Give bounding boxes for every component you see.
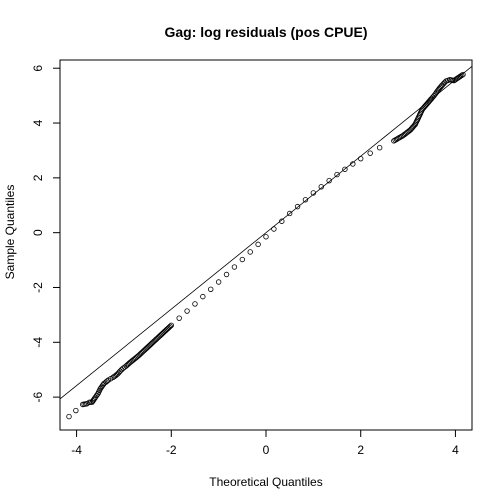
chart-title: Gag: log residuals (pos CPUE) [164, 24, 367, 40]
data-point [263, 234, 269, 240]
y-tick-label: 2 [31, 174, 45, 181]
data-point [192, 301, 198, 307]
data-point [66, 413, 72, 420]
data-point [271, 226, 277, 232]
x-tick-label: -4 [71, 443, 82, 457]
data-point [208, 286, 214, 293]
data-point [239, 256, 246, 263]
data-point [168, 322, 174, 329]
data-point [215, 279, 222, 285]
data-point [376, 145, 383, 151]
data-point [279, 218, 285, 224]
plot-frame [59, 59, 473, 431]
x-tick-label: -2 [166, 443, 177, 457]
data-point [223, 271, 230, 278]
data-point [326, 177, 332, 184]
y-tick-label: 6 [31, 65, 45, 72]
data-point [334, 171, 340, 178]
data-point [302, 197, 309, 203]
y-axis: -6 -4 -2 0 2 4 6 [31, 65, 60, 402]
data-point [176, 315, 182, 321]
x-tick-label: 2 [357, 443, 364, 457]
data-point [459, 72, 465, 79]
data-point [318, 184, 324, 190]
points-layer [66, 71, 466, 420]
data-point [255, 241, 261, 248]
x-tick-label: 4 [452, 443, 459, 457]
data-point [200, 293, 206, 300]
x-axis: -4 -2 0 2 4 [71, 430, 459, 457]
y-tick-label: -4 [31, 337, 45, 348]
data-point [118, 367, 125, 373]
data-point [358, 155, 364, 162]
data-point [184, 308, 190, 314]
x-axis-label: Theoretical Quantiles [209, 475, 322, 489]
data-point [231, 264, 238, 270]
y-tick-label: -2 [31, 282, 45, 293]
data-point [310, 190, 317, 196]
data-point [167, 323, 173, 329]
data-point [286, 210, 293, 217]
data-point [117, 368, 123, 374]
data-point [247, 249, 253, 255]
data-point [350, 161, 356, 167]
data-point [367, 150, 373, 156]
data-point [342, 166, 348, 172]
y-tick-label: 0 [31, 229, 45, 236]
x-tick-label: 0 [263, 443, 270, 457]
data-point [460, 71, 466, 78]
y-axis-label: Sample Quantiles [3, 185, 17, 280]
y-tick-label: 4 [31, 119, 45, 126]
qq-reference-line [59, 66, 473, 400]
data-point [100, 382, 106, 388]
data-point [294, 203, 301, 210]
data-point [73, 407, 79, 414]
y-tick-label: -6 [31, 391, 45, 402]
reference-line-layer [59, 66, 473, 400]
